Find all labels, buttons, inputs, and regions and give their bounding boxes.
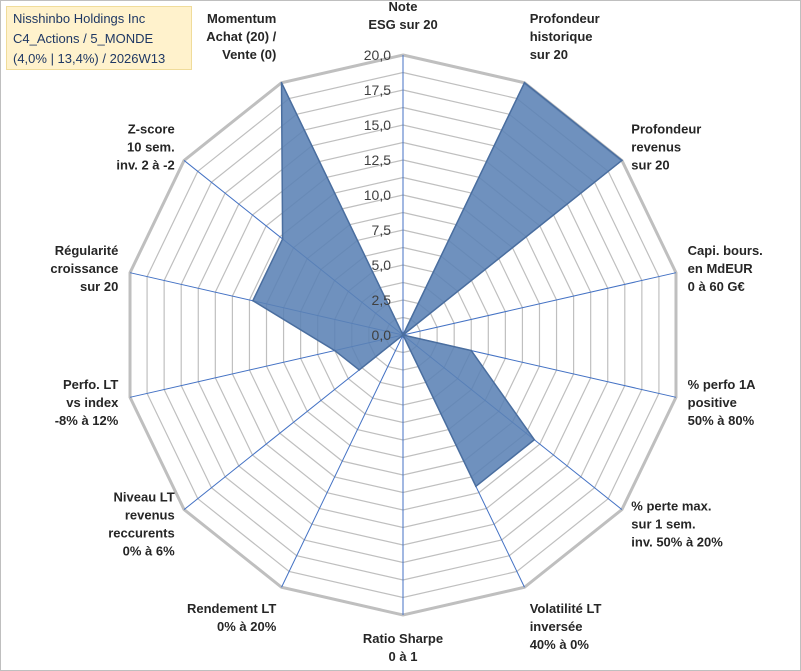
category-label-line: Niveau LT — [114, 489, 175, 504]
category-label-line: positive — [688, 395, 737, 410]
category-label: Volatilité LT inversée 40% à 0% — [530, 601, 602, 652]
category-label: % perfo 1A positive 50% à 80% — [688, 377, 757, 428]
category-label-line: Vente (0) — [222, 47, 276, 62]
tick-label: 2,5 — [372, 292, 392, 308]
data-point — [470, 349, 473, 352]
chart-title-box: Nisshinbo Holdings Inc C4_Actions / 5_MO… — [6, 6, 192, 70]
category-label-line: vs index — [66, 395, 119, 410]
category-label-line: reccurents — [108, 525, 174, 540]
category-label-line: revenus — [631, 140, 681, 155]
category-label: Profondeur historique sur 20 — [530, 11, 600, 62]
category-label: Capi. bours. en MdEUR 0 à 60 G€ — [688, 243, 763, 294]
category-label-line: 0 à 1 — [389, 649, 418, 664]
category-label-line: 0% à 20% — [217, 619, 277, 634]
axis-spoke — [402, 272, 677, 336]
category-label-line: 0% à 6% — [123, 543, 175, 558]
tick-label: 17,5 — [364, 82, 391, 98]
category-label-line: revenus — [125, 507, 175, 522]
data-point — [402, 334, 404, 336]
data-point — [523, 81, 526, 84]
radar-axis-labels: Note ESG sur 20 Profondeur historique sur 20… — [50, 0, 762, 664]
category-label-line: Perfo. LT — [63, 377, 118, 392]
category-label: Régularité croissance sur 20 — [50, 243, 118, 294]
title-stats: (4,0% | 13,4%) / 2026W13 — [13, 51, 166, 66]
category-label-line: Profondeur — [631, 122, 701, 137]
tick-label: 20,0 — [364, 47, 391, 63]
category-label-line: inv. 50% à 20% — [631, 534, 723, 549]
category-label-line: sur 1 sem. — [631, 516, 695, 531]
category-label-line: % perfo 1A — [688, 377, 757, 392]
category-label: Ratio Sharpe 0 à 1 — [363, 631, 443, 664]
tick-label: 0,0 — [372, 327, 392, 343]
category-label: Perfo. LT vs index -8% à 12% — [55, 377, 119, 428]
category-label-line: croissance — [50, 261, 118, 276]
category-label-line: 0 à 60 G€ — [688, 279, 745, 294]
data-point — [475, 485, 477, 488]
category-label: Profondeur revenus sur 20 — [631, 122, 701, 173]
radar-series — [251, 81, 624, 488]
data-point — [533, 438, 536, 441]
category-label-line: Capi. bours. — [688, 243, 763, 258]
category-label-line: Profondeur — [530, 11, 600, 26]
category-label-line: Volatilité LT — [530, 601, 602, 616]
category-label: % perte max. sur 1 sem. inv. 50% à 20% — [631, 498, 723, 549]
category-label-line: Momentum — [207, 11, 276, 26]
category-label-line: en MdEUR — [688, 261, 754, 276]
category-label-line: Régularité — [55, 243, 119, 258]
tick-label: 7,5 — [372, 222, 392, 238]
category-label-line: Z-score — [128, 122, 175, 137]
category-label-line: historique — [530, 29, 593, 44]
data-point — [280, 81, 283, 84]
title-company: Nisshinbo Holdings Inc — [13, 11, 146, 26]
data-point — [252, 299, 254, 302]
data-point — [358, 369, 361, 371]
category-label-line: sur 20 — [631, 158, 669, 173]
category-label: Z-score 10 sem. inv. 2 à -2 — [116, 122, 174, 173]
category-label: Rendement LT 0% à 20% — [187, 601, 277, 634]
category-label-line: Achat (20) / — [206, 29, 276, 44]
category-label-line: Ratio Sharpe — [363, 631, 443, 646]
category-label-line: % perte max. — [631, 498, 711, 513]
title-category: C4_Actions / 5_MONDE — [13, 31, 154, 46]
category-label-line: 40% à 0% — [530, 637, 590, 652]
category-label-line: 10 sem. — [127, 140, 175, 155]
series-area — [251, 81, 624, 488]
tick-label: 15,0 — [364, 117, 391, 133]
category-label-line: inversée — [530, 619, 583, 634]
category-label-line: 50% à 80% — [688, 413, 755, 428]
category-label-line: sur 20 — [530, 47, 568, 62]
axis-spoke — [281, 334, 404, 588]
category-label: Momentum Achat (20) / Vente (0) — [206, 11, 276, 62]
data-point — [333, 349, 336, 352]
tick-label: 12,5 — [364, 152, 391, 168]
category-label: Niveau LT revenus reccurents 0% à 6% — [108, 489, 175, 558]
category-label: Note ESG sur 20 — [368, 0, 437, 32]
category-label-line: Note — [389, 0, 418, 14]
category-label-line: sur 20 — [80, 279, 118, 294]
radar-tick-labels: 0,0 2,5 5,0 7,5 10,0 12,5 15,0 17,5 20,0 — [364, 47, 391, 343]
category-label-line: Rendement LT — [187, 601, 276, 616]
category-label-line: -8% à 12% — [55, 413, 119, 428]
category-label-line: ESG sur 20 — [368, 17, 437, 32]
tick-label: 5,0 — [372, 257, 392, 273]
data-point — [621, 159, 623, 162]
category-label-line: inv. 2 à -2 — [116, 158, 174, 173]
tick-label: 10,0 — [364, 187, 391, 203]
data-point — [281, 238, 284, 240]
